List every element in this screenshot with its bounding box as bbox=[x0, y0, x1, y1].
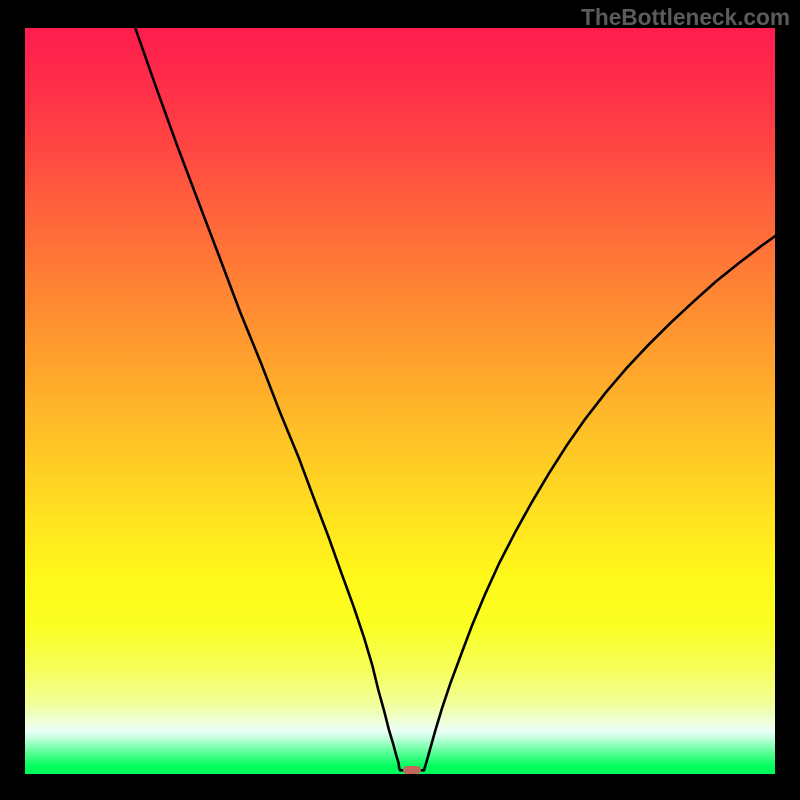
bottleneck-curve bbox=[25, 28, 775, 774]
watermark-text: TheBottleneck.com bbox=[581, 4, 790, 31]
plot-area bbox=[25, 28, 775, 774]
curve-path bbox=[135, 28, 775, 770]
optimum-marker bbox=[403, 766, 420, 773]
